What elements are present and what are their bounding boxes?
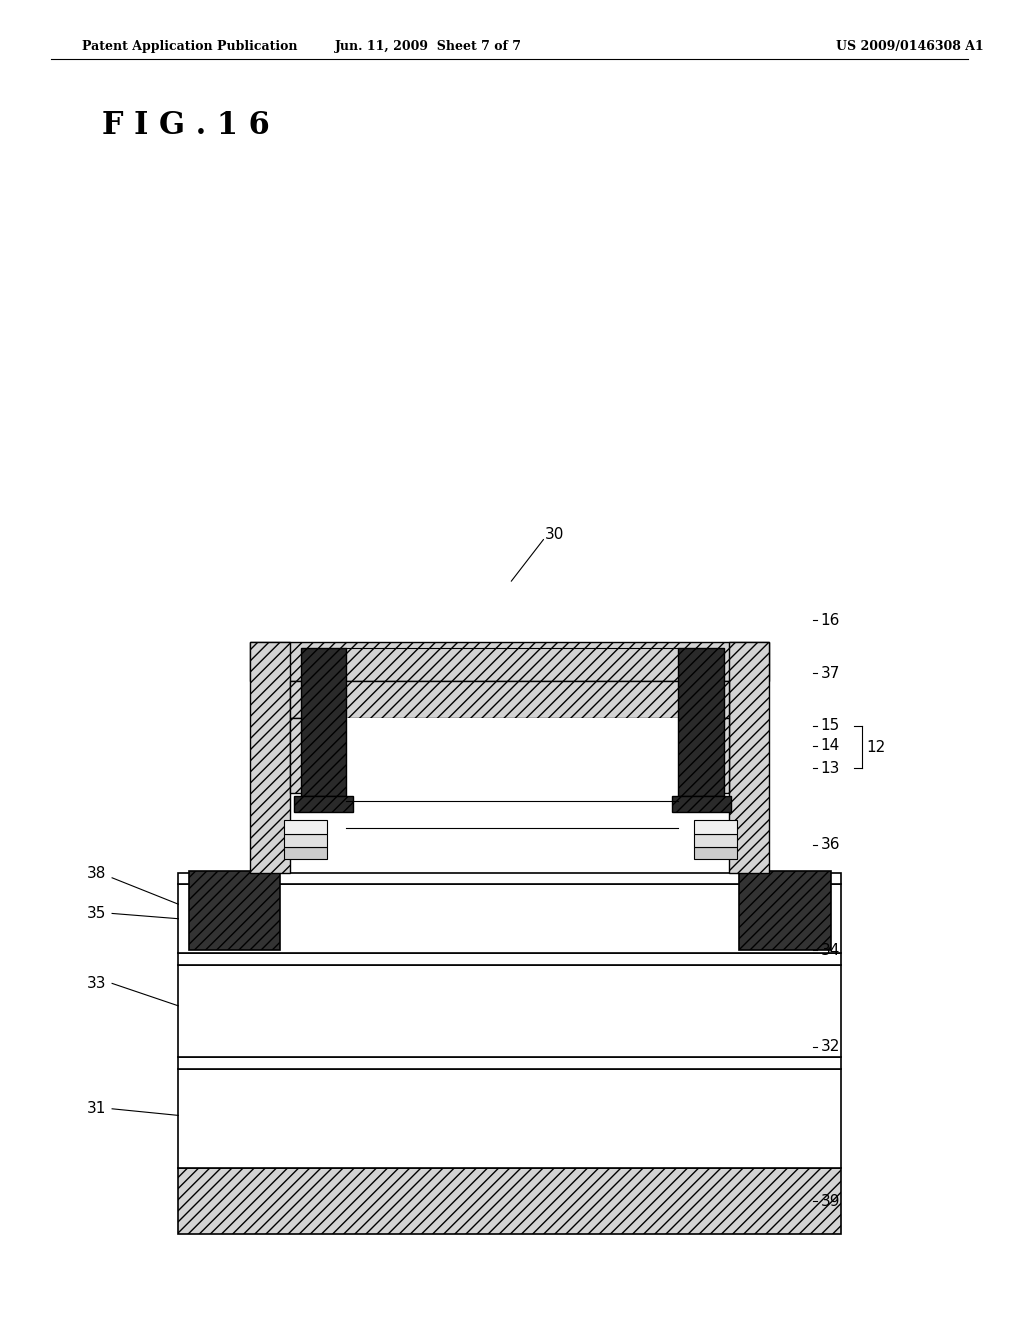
Bar	[285, 820, 327, 834]
Bar	[178, 1069, 841, 1168]
Text: 33: 33	[87, 975, 106, 991]
Bar	[291, 681, 729, 718]
Text: 37: 37	[820, 665, 840, 681]
Bar	[178, 1168, 841, 1234]
Text: 36: 36	[820, 837, 840, 853]
Text: 38: 38	[87, 866, 106, 882]
Text: 35: 35	[87, 906, 106, 921]
Bar	[178, 953, 841, 965]
Bar	[301, 648, 346, 796]
Bar	[698, 718, 729, 793]
Text: 32: 32	[820, 1039, 840, 1055]
Bar	[178, 965, 841, 1057]
Bar	[285, 834, 327, 847]
Bar	[250, 642, 291, 873]
Bar	[178, 1057, 841, 1069]
Bar	[178, 884, 841, 953]
Text: 34: 34	[820, 942, 840, 958]
Bar	[188, 871, 281, 950]
Bar	[178, 873, 841, 884]
Bar	[694, 820, 737, 834]
Text: 14: 14	[820, 738, 840, 754]
Text: 16: 16	[820, 612, 840, 628]
Bar	[285, 847, 327, 859]
Text: F I G . 1 6: F I G . 1 6	[102, 110, 269, 141]
Bar	[729, 642, 769, 873]
Text: 13: 13	[820, 760, 840, 776]
Bar	[694, 834, 737, 847]
Text: 15: 15	[820, 718, 840, 734]
Bar	[321, 718, 698, 793]
Text: 12: 12	[866, 739, 886, 755]
Text: 30: 30	[545, 527, 564, 543]
Bar	[694, 847, 737, 859]
Text: US 2009/0146308 A1: US 2009/0146308 A1	[836, 40, 983, 53]
Bar	[678, 648, 724, 796]
Text: Patent Application Publication: Patent Application Publication	[82, 40, 297, 53]
Text: 31: 31	[87, 1101, 106, 1117]
Bar	[739, 871, 830, 950]
Bar	[291, 718, 321, 793]
Text: 39: 39	[820, 1193, 840, 1209]
Bar	[250, 642, 769, 681]
Bar	[672, 796, 731, 812]
Text: Jun. 11, 2009  Sheet 7 of 7: Jun. 11, 2009 Sheet 7 of 7	[335, 40, 521, 53]
Bar	[294, 796, 352, 812]
